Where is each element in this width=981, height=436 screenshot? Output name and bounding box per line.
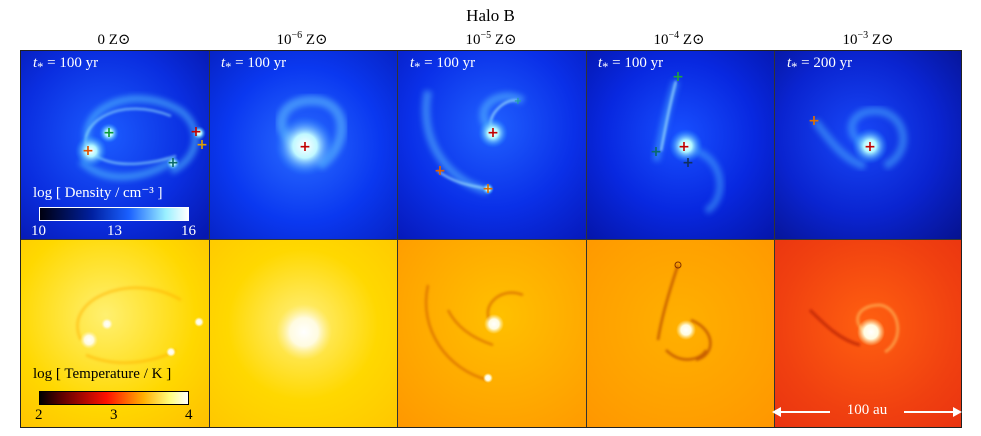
svg-text:+: +: [434, 163, 446, 179]
density-panel-3: + + + + t* = 100 yr: [398, 51, 586, 239]
scale-bar: 100 au: [772, 401, 962, 421]
temperature-colorbar: [39, 391, 189, 405]
temperature-panel-5: [775, 240, 961, 427]
temperature-panel-1: log [ Temperature / K ] 2 3 4: [21, 240, 209, 427]
temperature-tick-label: 4: [185, 407, 193, 423]
svg-text:+: +: [682, 155, 694, 171]
time-label-4: t* = 100 yr: [598, 55, 664, 74]
column-header-2: 10−6 Z⊙: [276, 30, 328, 48]
temperature-panel-4: [586, 240, 774, 427]
svg-text:+: +: [482, 181, 494, 197]
time-label-2: t* = 100 yr: [221, 55, 287, 74]
temperature-panel-2: [209, 240, 397, 427]
svg-text:+: +: [650, 144, 662, 160]
temperature-tick-label: 2: [35, 407, 43, 423]
svg-text:+: +: [190, 124, 202, 140]
column-header-3: 10−5 Z⊙: [465, 30, 517, 48]
svg-text:+: +: [678, 139, 690, 155]
density-panel-2: + t* = 100 yr: [209, 51, 397, 239]
column-header-1: 0 Z⊙: [97, 32, 131, 48]
scale-bar-label: 100 au: [846, 402, 888, 418]
temperature-panel-3: [398, 240, 586, 427]
svg-text:+: +: [167, 155, 179, 171]
scale-bar-right-line: [904, 411, 956, 413]
density-tick-label: 16: [181, 223, 196, 239]
temperature-tick-label: 3: [110, 407, 118, 423]
density-colorbar: [39, 207, 189, 221]
svg-text:+: +: [487, 125, 499, 141]
density-panel-1: + + + + + t* = 100 yr log [ Density / cm…: [21, 51, 209, 239]
svg-text:+: +: [82, 143, 94, 159]
column-header-4: 10−4 Z⊙: [653, 30, 705, 48]
density-tick-label: 10: [31, 223, 46, 239]
temperature-colorbar-label: log [ Temperature / K ]: [33, 366, 172, 382]
scale-bar-left-line: [778, 411, 830, 413]
svg-text:+: +: [103, 125, 115, 141]
svg-text:+: +: [514, 96, 522, 107]
row-divider: [21, 239, 961, 240]
svg-text:+: +: [196, 137, 208, 153]
scale-arrowheads: [772, 407, 962, 417]
svg-text:+: +: [808, 113, 820, 129]
density-tick-label: 13: [107, 223, 122, 239]
column-header-5: 10−3 Z⊙: [842, 30, 894, 48]
svg-text:+: +: [672, 69, 684, 85]
density-colorbar-label: log [ Density / cm⁻³ ]: [33, 185, 163, 201]
density-panel-4: + + + + t* = 100 yr: [586, 51, 774, 239]
svg-text:+: +: [299, 139, 311, 155]
time-label-1: t* = 100 yr: [33, 55, 99, 74]
time-label-3: t* = 100 yr: [410, 55, 476, 74]
density-panel-5: + + t* = 200 yr: [775, 51, 961, 239]
figure-title: Halo B: [466, 6, 515, 25]
time-label-5: t* = 200 yr: [787, 55, 853, 74]
svg-text:+: +: [864, 139, 876, 155]
panel-grid: + + + + + t* = 100 yr log [ Density / cm…: [20, 50, 962, 428]
